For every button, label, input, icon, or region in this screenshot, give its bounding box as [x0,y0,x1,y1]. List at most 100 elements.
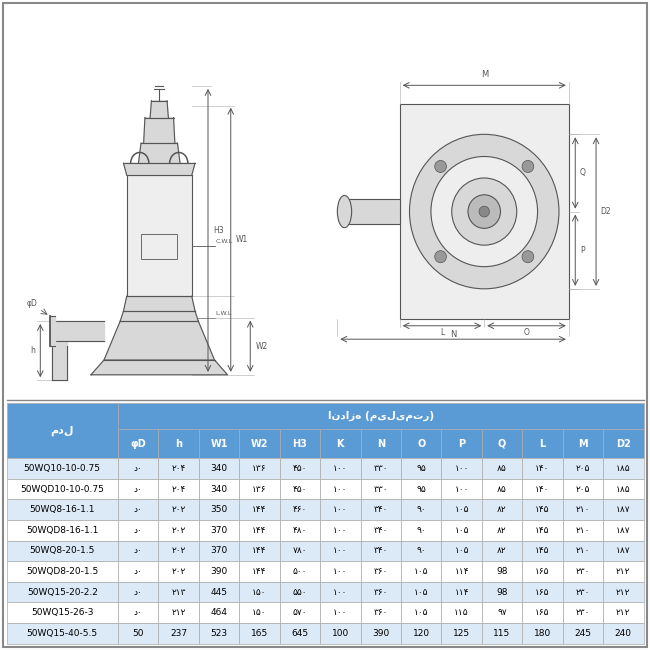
Text: ۱۸۷: ۱۸۷ [616,505,630,514]
Bar [441,582,482,603]
Text: P: P [458,439,465,449]
Text: 125: 125 [453,629,470,638]
Text: ۲۱۲: ۲۱۲ [172,608,186,617]
Bar [280,623,320,644]
Bar [239,541,280,561]
Text: N: N [450,330,456,339]
Text: ۹۰: ۹۰ [417,505,426,514]
Text: C.W.L: C.W.L [216,239,233,244]
Bar [401,541,441,561]
Text: د٠: د٠ [134,505,142,514]
Text: ۲۱۲: ۲۱۲ [616,588,630,597]
Text: Q: Q [498,439,506,449]
Text: 523: 523 [211,629,227,638]
Text: ۷۸۰: ۷۸۰ [292,547,307,555]
Bar [320,458,361,479]
Bar [118,561,159,582]
Text: M: M [578,439,588,449]
Text: 237: 237 [170,629,187,638]
Bar [6,520,118,541]
Text: ۱۴۴: ۱۴۴ [252,505,266,514]
Text: ۸۲: ۸۲ [497,547,507,555]
Text: 98: 98 [496,588,508,597]
Text: 464: 464 [211,608,227,617]
Bar [6,561,118,582]
Bar [563,479,603,499]
Bar [6,403,118,458]
Text: 120: 120 [413,629,430,638]
Bar [603,623,644,644]
Bar [400,104,569,319]
Circle shape [522,251,534,263]
Bar [159,541,199,561]
Text: 390: 390 [211,567,227,576]
Text: ۲۰۴: ۲۰۴ [172,464,186,473]
Bar [320,430,361,458]
Bar [482,430,522,458]
Bar [127,176,192,296]
Text: د٠: د٠ [134,464,142,473]
Bar [118,430,159,458]
Text: W1: W1 [236,235,248,244]
Text: ۹۷: ۹۷ [497,608,507,617]
Text: 98: 98 [496,567,508,576]
Text: 50WQ15-26-3: 50WQ15-26-3 [31,608,94,617]
Bar [522,430,563,458]
Text: ۱۰۰: ۱۰۰ [333,547,348,555]
Text: O: O [417,439,425,449]
Text: O: O [523,328,530,337]
Bar [280,458,320,479]
Bar [603,458,644,479]
Bar [199,499,239,520]
Bar [441,623,482,644]
Bar [482,499,522,520]
Bar [6,479,118,499]
Text: 165: 165 [251,629,268,638]
Bar [118,582,159,603]
Text: ۱۰۰: ۱۰۰ [333,485,348,494]
Bar [563,561,603,582]
Polygon shape [120,311,198,321]
Circle shape [431,157,538,266]
Bar [482,561,522,582]
Bar [320,582,361,603]
Text: ۵۰۰: ۵۰۰ [292,567,307,576]
Bar [361,541,401,561]
Bar [603,479,644,499]
Bar [522,520,563,541]
Polygon shape [144,118,175,143]
Bar [118,458,159,479]
Text: ۱۴۴: ۱۴۴ [252,547,266,555]
Circle shape [522,161,534,172]
Text: ۴۸۰: ۴۸۰ [292,526,307,535]
Bar [522,582,563,603]
Bar [6,499,118,520]
Text: 50WQ15-20-2.2: 50WQ15-20-2.2 [27,588,98,597]
Text: ۲۱۰: ۲۱۰ [576,526,590,535]
Bar [361,603,401,623]
Bar [603,561,644,582]
Bar [441,520,482,541]
Bar [199,541,239,561]
Text: 245: 245 [575,629,592,638]
Bar [482,541,522,561]
Text: ۹۰: ۹۰ [417,547,426,555]
Bar [563,520,603,541]
Bar [199,582,239,603]
Text: ۸۵: ۸۵ [497,464,507,473]
Text: 370: 370 [211,547,227,555]
Text: ۳۴۰: ۳۴۰ [374,505,388,514]
Bar [239,430,280,458]
Bar [320,603,361,623]
Bar [159,623,199,644]
Text: ۲۳۰: ۲۳۰ [576,608,590,617]
Text: 50WQD8-16-1.1: 50WQD8-16-1.1 [26,526,98,535]
Text: د٠: د٠ [134,588,142,597]
Text: ۱۱۴: ۱۱۴ [454,567,469,576]
Bar [441,430,482,458]
Bar [441,561,482,582]
Text: ۲۱۰: ۲۱۰ [576,547,590,555]
Bar [563,582,603,603]
Text: ۱۰۰: ۱۰۰ [333,567,348,576]
Text: φD: φD [27,298,38,307]
